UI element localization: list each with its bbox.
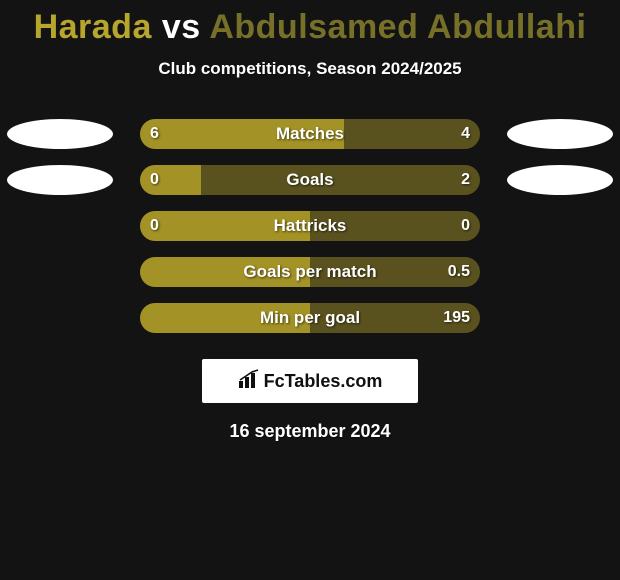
comparison-infographic: Harada vs Abdulsamed Abdullahi Club comp… [0,0,620,580]
value-player2: 2 [461,165,470,195]
bar-player2 [344,119,480,149]
stat-row: Goals02 [0,157,620,203]
title-player1: Harada [34,8,152,46]
brand-text: FcTables.com [264,371,383,392]
bar-player1 [140,257,310,287]
player2-badge [507,165,613,195]
brand-box[interactable]: FcTables.com [202,359,418,403]
bar-player2 [201,165,480,195]
bar-player1 [140,303,310,333]
bar-player2 [310,211,480,241]
stat-row: Hattricks00 [0,203,620,249]
bar-player1 [140,211,310,241]
bar-track [140,303,480,333]
value-player2: 4 [461,119,470,149]
bar-track [140,119,480,149]
player2-badge [507,119,613,149]
value-player2: 0 [461,211,470,241]
bar-chart-icon [238,369,260,394]
value-player2: 0.5 [448,257,470,287]
value-player2: 195 [443,303,470,333]
value-player1: 0 [150,165,159,195]
stat-row: Goals per match0.5 [0,249,620,295]
subtitle: Club competitions, Season 2024/2025 [0,59,620,79]
stat-row: Matches64 [0,111,620,157]
title-vs: vs [162,8,201,46]
player1-badge [7,119,113,149]
value-player1: 6 [150,119,159,149]
player1-badge [7,165,113,195]
bar-track [140,165,480,195]
bar-player1 [140,119,344,149]
title-player2: Abdulsamed Abdullahi [209,8,586,46]
date: 16 september 2024 [0,421,620,442]
stat-rows: Matches64Goals02Hattricks00Goals per mat… [0,111,620,341]
bar-track [140,257,480,287]
page-title: Harada vs Abdulsamed Abdullahi [0,0,620,47]
bar-track [140,211,480,241]
value-player1: 0 [150,211,159,241]
stat-row: Min per goal195 [0,295,620,341]
